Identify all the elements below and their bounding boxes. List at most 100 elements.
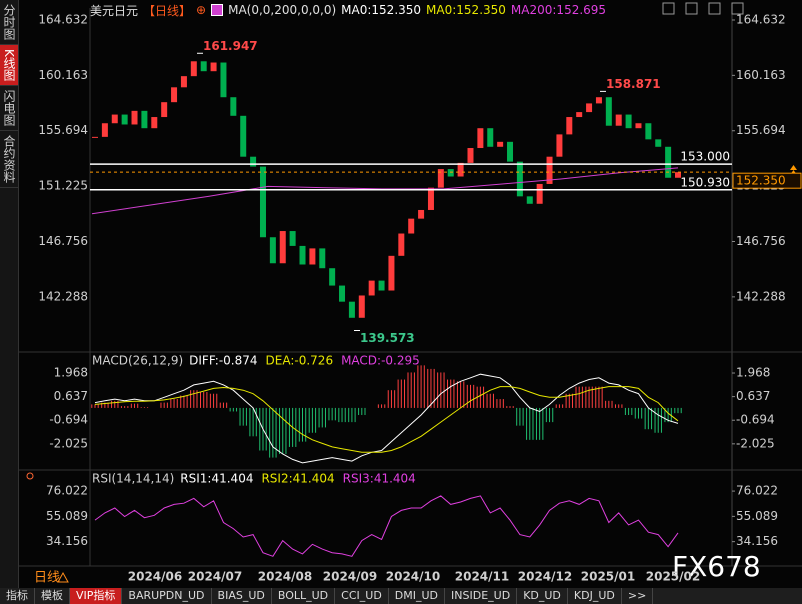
y-tick-label: 151.225 (38, 179, 88, 193)
candle (121, 114, 128, 125)
candle (595, 97, 602, 104)
indicator-tab[interactable]: BIAS_UD (212, 588, 272, 604)
y-tick-label: 1.968 (736, 366, 770, 380)
icon[interactable] (662, 2, 675, 15)
price-arrow (790, 165, 797, 170)
y-tick-label: 155.694 (736, 123, 786, 137)
side-tab[interactable]: 分时图 (0, 0, 18, 45)
icon[interactable] (708, 2, 721, 15)
period[interactable]: 【日线】 (143, 3, 192, 18)
candle (131, 110, 138, 125)
candle (477, 128, 484, 149)
candle (230, 97, 237, 116)
y-tick-label: 160.163 (38, 68, 88, 82)
candle (269, 237, 276, 264)
candle (190, 61, 197, 77)
y-tick-label: 142.288 (736, 289, 786, 303)
rsi-title: RSI(14,14,14) (92, 472, 174, 486)
candle (556, 134, 563, 157)
y-tick-label: 164.632 (736, 12, 786, 26)
ma200-line (91, 167, 679, 215)
candle (655, 139, 662, 147)
last-price-box (732, 172, 802, 189)
candle (299, 245, 306, 265)
indicator-tab[interactable]: DMI_UD (389, 588, 446, 604)
candle (605, 97, 612, 126)
y-tick-label: 146.756 (38, 234, 88, 248)
add-icon[interactable]: ⊕ (196, 3, 207, 17)
candle (566, 117, 573, 135)
candle (92, 136, 98, 138)
candle (675, 172, 681, 178)
high-label: 158.871 (606, 77, 661, 91)
y-tick-label: 1.968 (54, 366, 88, 380)
y-tick-label: -0.694 (49, 413, 88, 427)
period-label: 日线 (34, 571, 60, 586)
x-tick-label: 2024/09 (323, 570, 377, 584)
candle (329, 268, 336, 286)
y-tick-label: 164.632 (38, 12, 88, 26)
indicator-tab[interactable]: 指标 (0, 588, 35, 604)
candle (516, 161, 523, 197)
candle (180, 76, 187, 88)
level-label: 150.930 (680, 175, 730, 189)
candle (388, 255, 395, 291)
high-label: 161.947 (203, 39, 258, 53)
y-tick-label: 146.756 (736, 234, 786, 248)
candle (536, 183, 543, 204)
y-tick-label: 34.156 (46, 534, 88, 548)
level-label: 153.000 (680, 150, 730, 164)
side-tab[interactable]: 闪电图 (0, 86, 18, 131)
indicator-tab[interactable]: KD_UD (517, 588, 568, 604)
candle (220, 62, 227, 98)
chart-canvas: 日线 FX678 MACD(26,12,9) RSI(14,14,14) 142… (18, 2, 802, 586)
indicator-tab[interactable]: 模板 (35, 588, 70, 604)
ma-value: MA0:152.350 (341, 3, 422, 17)
icon[interactable] (731, 2, 744, 15)
ma-params: MA(0,0,200,0,0,0) (228, 3, 337, 17)
candle (507, 141, 514, 162)
candle (279, 231, 286, 264)
low-label: 139.573 (360, 331, 415, 345)
warning-icon (57, 571, 69, 583)
candle (586, 103, 593, 113)
rsi-icon[interactable] (26, 472, 34, 480)
ma-value: MA0:152.350 (426, 3, 506, 17)
indicator-tab[interactable]: >> (622, 588, 654, 604)
indicator-tab[interactable]: BARUPDN_UD (122, 588, 212, 604)
y-tick-label: 76.022 (736, 484, 778, 498)
indicator-tab[interactable]: CCI_UD (335, 588, 389, 604)
candle (467, 148, 474, 163)
indicator-tab[interactable]: INSIDE_UD (445, 588, 518, 604)
candle (240, 115, 247, 157)
y-tick-label: 142.288 (38, 289, 88, 303)
side-tab[interactable]: K线图 (0, 45, 18, 86)
side-tab[interactable]: 合约资料 (0, 131, 18, 188)
color-icon (211, 4, 224, 16)
legend-entry: RSI1:41.404 (180, 472, 253, 486)
candle (398, 233, 405, 256)
window-icons (662, 2, 744, 15)
watermark: FX678 (672, 550, 761, 583)
icon[interactable] (685, 2, 698, 15)
candle (171, 87, 178, 103)
candle (200, 61, 207, 72)
candle (418, 209, 425, 219)
candle (447, 169, 454, 177)
candle (526, 196, 533, 204)
y-tick-label: 76.022 (46, 484, 88, 498)
macd-line (94, 373, 679, 464)
indicator-tab[interactable]: VIP指标 (70, 588, 123, 604)
legend-entry: MACD:-0.295 (341, 354, 420, 368)
y-tick-label: -2.025 (736, 436, 775, 450)
x-tick-label: 2024/11 (455, 570, 509, 584)
indicator-tab[interactable]: KDJ_UD (568, 588, 622, 604)
macd-title: MACD(26,12,9) (92, 354, 183, 368)
candle (358, 295, 365, 318)
candle (339, 285, 346, 302)
indicator-tab[interactable]: BOLL_UD (272, 588, 336, 604)
candle (625, 114, 632, 129)
y-tick-label: 160.163 (736, 68, 786, 82)
y-tick-label: 155.694 (38, 123, 88, 137)
